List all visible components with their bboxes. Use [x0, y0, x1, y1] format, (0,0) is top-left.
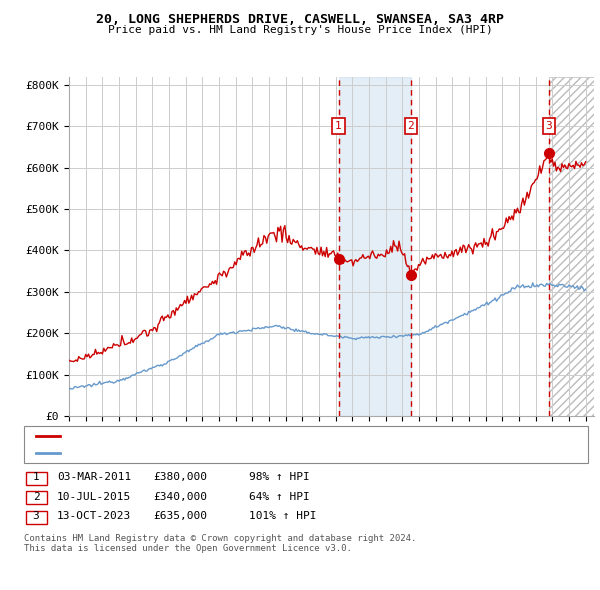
- Text: 1: 1: [32, 473, 40, 482]
- Bar: [338, 77, 411, 416]
- Text: 20, LONG SHEPHERDS DRIVE, CASWELL, SWANSEA, SA3 4RP: 20, LONG SHEPHERDS DRIVE, CASWELL, SWANS…: [96, 13, 504, 26]
- Text: 03-MAR-2011: 03-MAR-2011: [57, 473, 131, 482]
- Text: 64% ↑ HPI: 64% ↑ HPI: [249, 492, 310, 502]
- Text: 10-JUL-2015: 10-JUL-2015: [57, 492, 131, 502]
- Text: 98% ↑ HPI: 98% ↑ HPI: [249, 473, 310, 482]
- Text: 20, LONG SHEPHERDS DRIVE, CASWELL, SWANSEA, SA3 4RP (detached house): 20, LONG SHEPHERDS DRIVE, CASWELL, SWANS…: [66, 431, 466, 441]
- Text: 101% ↑ HPI: 101% ↑ HPI: [249, 512, 317, 521]
- Text: Price paid vs. HM Land Registry's House Price Index (HPI): Price paid vs. HM Land Registry's House …: [107, 25, 493, 35]
- Text: Contains HM Land Registry data © Crown copyright and database right 2024.
This d: Contains HM Land Registry data © Crown c…: [24, 534, 416, 553]
- Text: 1: 1: [335, 121, 342, 131]
- Text: 3: 3: [32, 512, 40, 521]
- Bar: [548, 77, 594, 416]
- Text: 2: 2: [407, 121, 415, 131]
- Text: HPI: Average price, detached house, Swansea: HPI: Average price, detached house, Swan…: [66, 448, 319, 458]
- Text: £340,000: £340,000: [153, 492, 207, 502]
- Text: 3: 3: [545, 121, 552, 131]
- Text: £635,000: £635,000: [153, 512, 207, 521]
- Text: 13-OCT-2023: 13-OCT-2023: [57, 512, 131, 521]
- Bar: [548, 77, 594, 416]
- Text: 2: 2: [32, 492, 40, 502]
- Text: £380,000: £380,000: [153, 473, 207, 482]
